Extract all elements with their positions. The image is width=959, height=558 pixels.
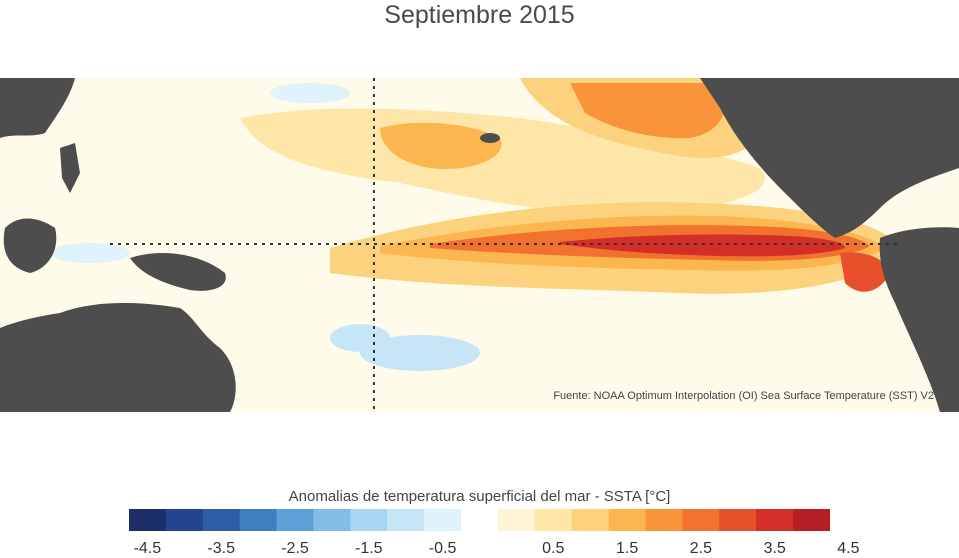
land-australia	[0, 303, 236, 412]
colorbar-swatch	[645, 509, 683, 531]
colorbar-ticks: -4.5 -3.5 -2.5 -1.5 -0.5 0.5 1.5 2.5 3.5 4.5	[0, 540, 959, 557]
colorbar-tick-label: 4.5	[837, 540, 860, 557]
land-south-america	[879, 227, 959, 412]
colorbar-swatch	[461, 509, 499, 531]
colorbar-swatch	[682, 509, 720, 531]
colorbar-swatch	[719, 509, 757, 531]
anomaly-cool-northwest	[270, 83, 350, 103]
land-new-guinea	[130, 253, 226, 291]
colorbar-swatch	[424, 509, 462, 531]
colorbar-tick-label: -3.5	[207, 540, 235, 557]
map-title: Septiembre 2015	[384, 1, 575, 29]
legend-title: Anomalias de temperatura superficial del…	[288, 488, 671, 505]
colorbar-tick-label: 0.5	[542, 540, 565, 557]
anomaly-cool-south	[360, 335, 480, 371]
colorbar-swatch	[350, 509, 388, 531]
anomaly-cool-southwest	[330, 324, 390, 352]
colorbar-swatch	[571, 509, 610, 531]
colorbar-tick-label: -4.5	[133, 540, 162, 557]
colorbar	[129, 509, 830, 531]
colorbar-tick-label: 2.5	[689, 540, 713, 557]
land-philippines	[60, 143, 80, 193]
colorbar-swatch	[387, 509, 425, 531]
colorbar-swatch	[497, 509, 536, 531]
anomaly-peru-coast	[840, 252, 890, 292]
anomaly-equatorial-core	[560, 234, 845, 257]
colorbar-swatch	[129, 509, 167, 531]
colorbar-swatch	[608, 509, 647, 531]
colorbar-swatch	[534, 509, 573, 531]
colorbar-swatch	[165, 509, 204, 531]
anomaly-cool-west	[50, 243, 130, 263]
anomaly-hot-north-central	[380, 122, 502, 169]
landmasses	[0, 78, 959, 412]
land-hawaii	[480, 133, 500, 143]
colorbar-tick-label: -0.5	[428, 540, 457, 557]
colorbar-swatch	[202, 509, 241, 531]
source-note: Fuente: NOAA Optimum Interpolation (OI) …	[553, 390, 934, 402]
colorbar-tick-label: 1.5	[615, 540, 639, 557]
colorbar-tick-label: -2.5	[281, 540, 309, 557]
land-borneo	[3, 218, 57, 273]
sst-anomaly-map: Fuente: NOAA Optimum Interpolation (OI) …	[0, 78, 959, 412]
colorbar-tick-label: 3.5	[763, 540, 786, 557]
colorbar-swatch	[313, 509, 351, 531]
land-asia	[0, 78, 75, 138]
anomaly-warm-band-north	[240, 108, 766, 214]
land-north-america	[700, 78, 959, 238]
colorbar-swatch	[756, 509, 794, 531]
colorbar-tick-label: -1.5	[355, 540, 383, 557]
colorbar-swatch	[793, 509, 830, 531]
anomaly-hot-northeast	[570, 83, 726, 139]
colorbar-swatch	[239, 509, 278, 531]
colorbar-swatch	[276, 509, 314, 531]
